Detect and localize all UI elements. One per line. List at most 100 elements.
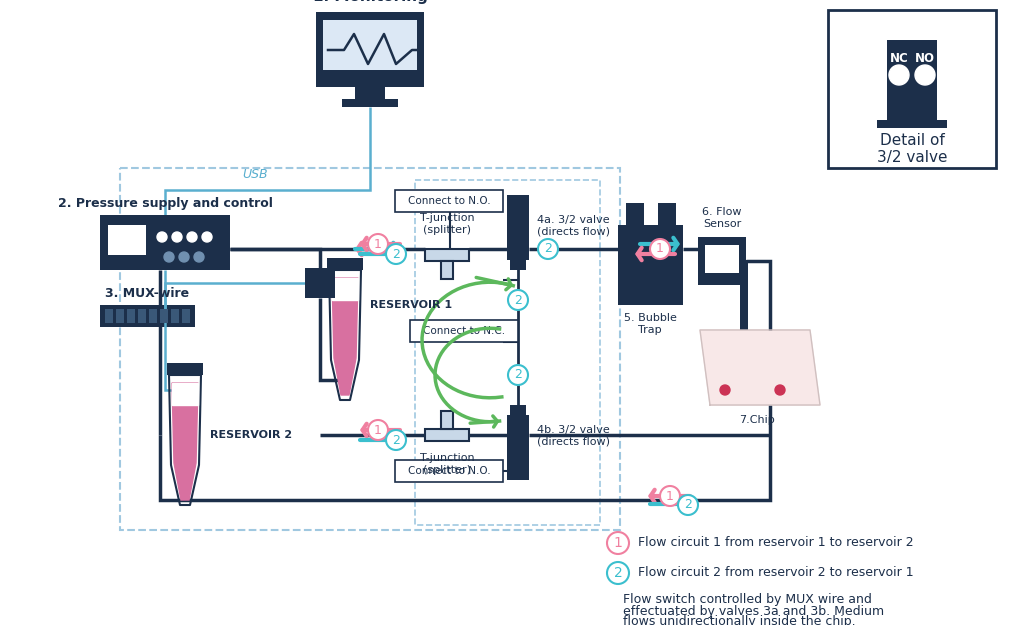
Circle shape: [368, 234, 388, 254]
Bar: [120, 168, 620, 530]
Circle shape: [157, 232, 167, 242]
Circle shape: [386, 430, 406, 450]
Circle shape: [179, 252, 189, 262]
Text: 3. MUX-wire: 3. MUX-wire: [104, 287, 189, 300]
Circle shape: [164, 252, 174, 262]
Text: T-junction
(splitter): T-junction (splitter): [420, 453, 474, 474]
Bar: [182, 309, 190, 323]
Bar: [100, 215, 230, 270]
Text: Connect to N.O.: Connect to N.O.: [408, 466, 490, 476]
Bar: [507, 415, 529, 480]
Text: Flow circuit 2 from reservoir 2 to reservoir 1: Flow circuit 2 from reservoir 2 to reser…: [638, 566, 913, 579]
Text: NO: NO: [915, 51, 935, 64]
Bar: [626, 203, 644, 225]
Text: Flow switch controlled by MUX wire and: Flow switch controlled by MUX wire and: [623, 594, 871, 606]
Text: 2: 2: [392, 434, 400, 446]
Text: 7.Chip: 7.Chip: [739, 415, 775, 425]
Text: 2: 2: [684, 499, 692, 511]
Circle shape: [678, 495, 698, 515]
Bar: [507, 195, 529, 260]
Text: 2: 2: [613, 566, 623, 580]
Text: USB: USB: [243, 169, 268, 181]
Circle shape: [660, 486, 680, 506]
Bar: [395, 460, 503, 482]
Bar: [305, 268, 335, 298]
Text: 2: 2: [514, 294, 522, 306]
Text: 6. Flow
Sensor: 6. Flow Sensor: [702, 208, 741, 229]
Text: Flow circuit 1 from reservoir 1 to reservoir 2: Flow circuit 1 from reservoir 1 to reser…: [638, 536, 913, 549]
Circle shape: [720, 385, 730, 395]
Text: RESERVOIR 2: RESERVOIR 2: [210, 430, 292, 440]
Text: 4b. 3/2 valve
(directs flow): 4b. 3/2 valve (directs flow): [537, 425, 610, 447]
Bar: [510, 405, 526, 415]
Text: 2: 2: [392, 248, 400, 261]
Text: Detail of
3/2 valve: Detail of 3/2 valve: [877, 133, 947, 166]
Bar: [105, 309, 113, 323]
Text: 1: 1: [656, 242, 664, 256]
Bar: [441, 411, 453, 429]
Text: ESI software: ESI software: [340, 70, 400, 80]
Text: 2: 2: [544, 242, 552, 256]
Text: effectuated by valves 3a and 3b. Medium: effectuated by valves 3a and 3b. Medium: [623, 604, 884, 618]
Circle shape: [607, 562, 629, 584]
Bar: [658, 203, 676, 225]
Bar: [150, 309, 157, 323]
Bar: [316, 12, 424, 87]
Text: 1. Monitoring: 1. Monitoring: [312, 0, 427, 4]
Circle shape: [202, 232, 212, 242]
Bar: [425, 249, 469, 261]
Circle shape: [508, 365, 528, 385]
Bar: [116, 309, 124, 323]
Bar: [887, 40, 937, 105]
Polygon shape: [172, 383, 198, 500]
Text: flows unidirectionally inside the chip.: flows unidirectionally inside the chip.: [623, 616, 856, 625]
Circle shape: [889, 65, 909, 85]
Circle shape: [915, 65, 935, 85]
Bar: [877, 120, 947, 128]
Text: 1: 1: [374, 424, 382, 436]
Text: T-junction
(splitter): T-junction (splitter): [420, 213, 474, 235]
Bar: [441, 261, 453, 279]
Polygon shape: [700, 330, 820, 405]
Polygon shape: [329, 270, 361, 400]
Bar: [410, 320, 518, 342]
Circle shape: [187, 232, 197, 242]
Bar: [355, 87, 385, 99]
Bar: [828, 10, 996, 168]
Bar: [415, 180, 600, 525]
Bar: [395, 190, 503, 212]
Text: 1: 1: [666, 489, 674, 502]
Text: 2: 2: [514, 369, 522, 381]
Bar: [160, 309, 168, 323]
Bar: [138, 309, 146, 323]
Bar: [698, 237, 746, 285]
Circle shape: [386, 244, 406, 264]
Text: NC: NC: [890, 51, 908, 64]
Bar: [740, 260, 748, 330]
Circle shape: [368, 420, 388, 440]
Circle shape: [172, 232, 182, 242]
Circle shape: [508, 290, 528, 310]
Circle shape: [194, 252, 204, 262]
Circle shape: [650, 239, 670, 259]
Bar: [618, 225, 683, 305]
Bar: [705, 245, 739, 273]
Bar: [887, 105, 937, 120]
Text: 1: 1: [613, 536, 623, 550]
Circle shape: [775, 385, 785, 395]
Text: RESERVOIR 1: RESERVOIR 1: [370, 300, 453, 310]
Bar: [167, 363, 203, 375]
Bar: [327, 258, 362, 270]
Text: 2. Pressure supply and control: 2. Pressure supply and control: [57, 197, 272, 210]
Polygon shape: [332, 278, 358, 300]
Bar: [171, 309, 179, 323]
Text: 5. Bubble
Trap: 5. Bubble Trap: [624, 313, 677, 334]
Text: 4a. 3/2 valve
(directs flow): 4a. 3/2 valve (directs flow): [537, 215, 610, 237]
Bar: [127, 309, 135, 323]
Bar: [108, 225, 146, 255]
Bar: [323, 20, 417, 70]
Circle shape: [538, 239, 558, 259]
Polygon shape: [172, 383, 198, 405]
Text: 1: 1: [374, 238, 382, 251]
Text: Connect to N.O.: Connect to N.O.: [408, 196, 490, 206]
